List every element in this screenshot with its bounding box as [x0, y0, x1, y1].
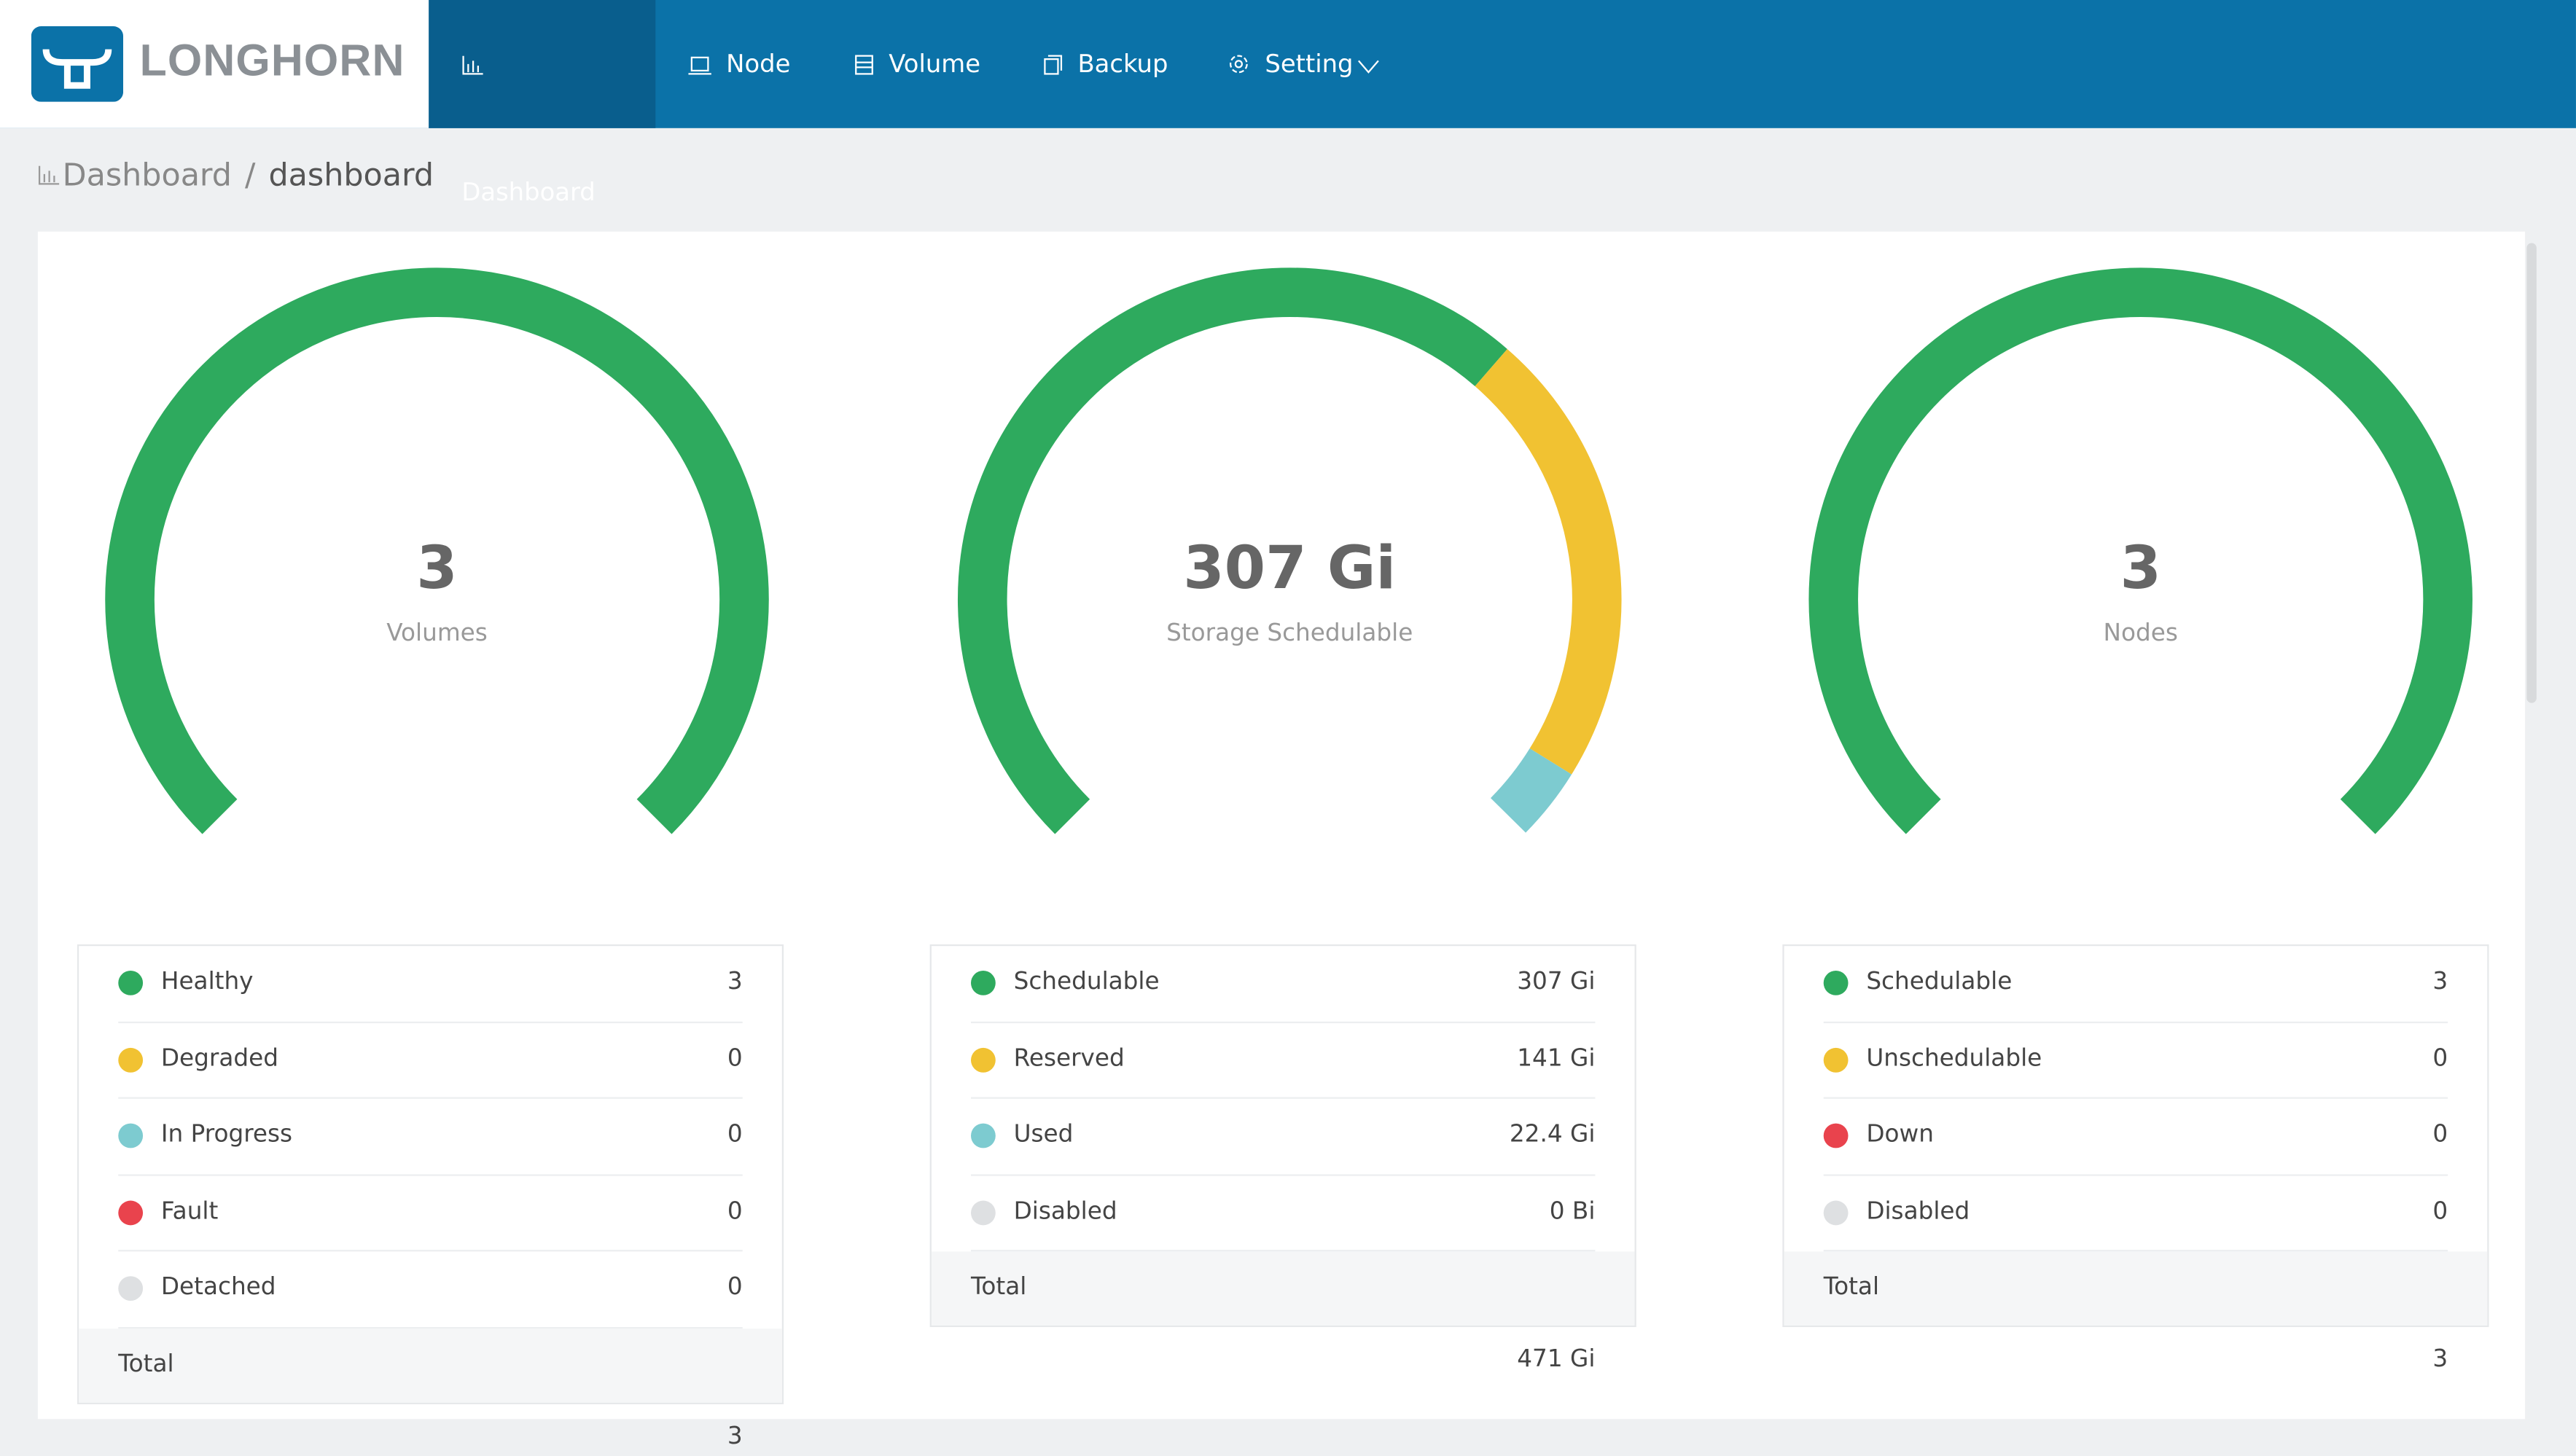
- nav-label: Dashboard: [461, 177, 596, 207]
- gauge-segment: [1808, 267, 2472, 834]
- status-value: 307 Gi: [1517, 968, 1596, 995]
- total-name: Total: [1823, 1274, 1880, 1302]
- status-name: Disabled: [1013, 1198, 1117, 1225]
- status-dot: [970, 1123, 996, 1148]
- gauge-label: Volumes: [386, 619, 488, 646]
- status-dot: [118, 1123, 144, 1148]
- status-row: Disabled 0: [1823, 1175, 2448, 1252]
- status-name: Schedulable: [1013, 968, 1160, 995]
- total-row: Total 3: [1784, 1251, 2488, 1373]
- gauge-label: Nodes: [2104, 619, 2178, 646]
- status-dot: [1823, 1046, 1849, 1072]
- logo-area: LONGHORN: [0, 0, 429, 128]
- gauge-segment: [958, 267, 1507, 834]
- status-dot: [118, 1046, 144, 1072]
- status-row: Unschedulable 0: [1823, 1022, 2448, 1099]
- status-dot: [1823, 970, 1849, 995]
- status-row: Healthy 3: [118, 946, 743, 1022]
- status-name: Unschedulable: [1866, 1045, 2042, 1072]
- total-value: 3: [2432, 1347, 2448, 1374]
- status-row: Used 22.4 Gi: [970, 1099, 1596, 1175]
- total-value: 3: [727, 1422, 743, 1449]
- nav-label: Setting: [1265, 49, 1354, 79]
- total-name: Total: [970, 1274, 1027, 1302]
- total-name: Total: [118, 1350, 174, 1377]
- status-dot: [970, 1199, 996, 1225]
- status-name: Detached: [160, 1274, 276, 1302]
- status-name: Fault: [160, 1198, 219, 1225]
- status-dot: [1823, 1123, 1849, 1148]
- status-row: Down 0: [1823, 1099, 2448, 1175]
- status-table: Schedulable 307 Gi Reserved 141 Gi Used 22.4 …: [929, 944, 1636, 1373]
- status-dot: [118, 1199, 144, 1225]
- total-row: Total 3: [79, 1328, 782, 1449]
- status-value: 0: [2432, 1045, 2448, 1072]
- nav-volume[interactable]: Volume: [821, 0, 1013, 128]
- nav-backup[interactable]: Backup: [1010, 0, 1201, 128]
- status-value: 22.4 Gi: [1509, 1122, 1596, 1148]
- status-value: 0 Bi: [1549, 1198, 1596, 1225]
- status-dot: [970, 970, 996, 995]
- scrollbar: [2526, 243, 2537, 703]
- gauge-segment: [1490, 748, 1572, 833]
- brand: LONGHORN: [139, 36, 405, 86]
- total-row: Total 471 Gi: [931, 1251, 1635, 1373]
- status-dot: [118, 970, 144, 995]
- status-value: 0: [727, 1045, 743, 1072]
- status-value: 0: [727, 1198, 743, 1225]
- status-name: Down: [1866, 1122, 1934, 1148]
- nav-label: Volume: [889, 49, 981, 79]
- gauge-value: 307 Gi: [1183, 534, 1396, 603]
- status-dot: [118, 1276, 144, 1302]
- status-name: Schedulable: [1866, 968, 2013, 995]
- crumb-sep: /: [245, 157, 256, 194]
- status-dot: [1823, 1199, 1849, 1225]
- status-row: Detached 0: [118, 1251, 743, 1328]
- nav-node[interactable]: Node: [655, 0, 823, 128]
- gauge-segment: [1475, 348, 1622, 775]
- status-row: Schedulable 307 Gi: [970, 946, 1596, 1022]
- status-value: 141 Gi: [1517, 1045, 1596, 1072]
- breadcrumb: Dashboard / dashboard: [38, 157, 447, 194]
- gauge-label: Storage Schedulable: [1166, 619, 1413, 646]
- status-table: Schedulable 3 Unschedulable 0 Down 0 Disabled 0…: [1782, 944, 2489, 1373]
- nav-label: Backup: [1077, 49, 1168, 79]
- crumb[interactable]: Dashboard: [62, 157, 232, 194]
- status-row: Schedulable 3: [1823, 946, 2448, 1022]
- status-value: 0: [727, 1122, 743, 1148]
- total-value: 471 Gi: [1517, 1347, 1596, 1374]
- gauge-value: 3: [2120, 534, 2161, 603]
- crumb-current: dashboard: [268, 157, 434, 194]
- status-dot: [970, 1046, 996, 1072]
- status-row: Reserved 141 Gi: [970, 1022, 1596, 1099]
- status-name: Healthy: [160, 968, 254, 995]
- status-value: 0: [727, 1274, 743, 1302]
- status-value: 0: [2432, 1122, 2448, 1148]
- status-row: Disabled 0 Bi: [970, 1175, 1596, 1252]
- nav-dashboard[interactable]: Dashboard: [429, 0, 656, 207]
- status-name: Used: [1013, 1122, 1074, 1148]
- status-row: Fault 0: [118, 1175, 743, 1252]
- status-table: Healthy 3 Degraded 0 In Progress 0 Fault 0 Detac…: [77, 944, 784, 1449]
- status-value: 3: [2432, 968, 2448, 995]
- status-name: Reserved: [1013, 1045, 1125, 1072]
- gauge-value: 3: [416, 534, 457, 603]
- status-name: Degraded: [160, 1045, 278, 1072]
- status-name: Disabled: [1866, 1198, 1970, 1225]
- nav-setting[interactable]: Setting: [1195, 0, 1413, 128]
- logo-icon: [31, 26, 124, 102]
- status-value: 3: [727, 968, 743, 995]
- status-row: In Progress 0: [118, 1099, 743, 1175]
- status-name: In Progress: [160, 1122, 293, 1148]
- status-value: 0: [2432, 1198, 2448, 1225]
- status-row: Degraded 0: [118, 1022, 743, 1099]
- nav-label: Node: [726, 49, 791, 79]
- gauge-segment: [105, 267, 769, 834]
